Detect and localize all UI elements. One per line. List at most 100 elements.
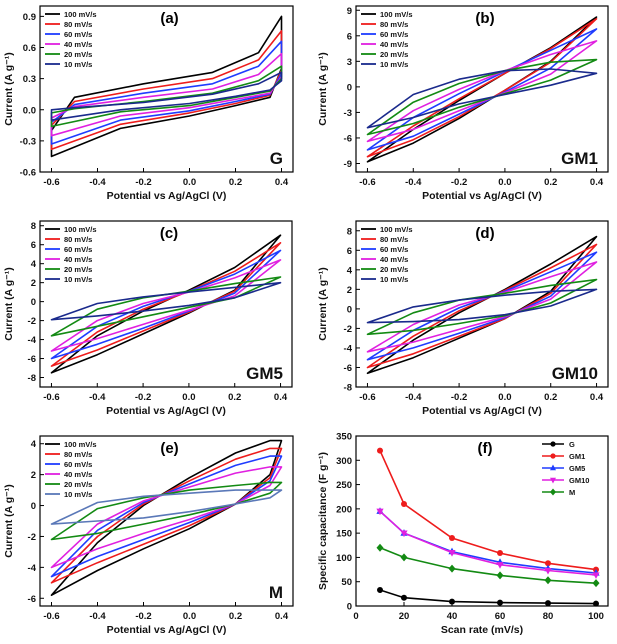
y-axis-label: Current (A g⁻¹): [317, 267, 329, 340]
y-tick-label: -2: [28, 316, 36, 327]
y-tick-label: 2: [347, 285, 352, 296]
x-tick-label: -0.6: [43, 177, 59, 188]
legend-label: 20 mV/s: [380, 265, 408, 274]
y-tick-label: -6: [344, 363, 352, 374]
x-tick-label: 0.2: [229, 611, 242, 622]
legend-label: 40 mV/s: [64, 470, 92, 479]
y-tick-label: -4: [344, 343, 353, 354]
x-tick-label: -0.2: [135, 611, 151, 622]
y-tick-label: -0.3: [20, 136, 36, 147]
plot-frame: [355, 220, 609, 388]
x-tick-label: 40: [447, 611, 458, 622]
y-tick-label: 0: [347, 304, 352, 315]
legend-marker: [550, 464, 556, 471]
cv-loop: [50, 259, 282, 352]
x-tick-label: -0.2: [451, 177, 467, 188]
x-tick-label: 0.0: [498, 177, 511, 188]
sample-label: G: [270, 149, 283, 168]
panel-d: -0.6 -0.4 -0.2 0.0 0.2 0.4 -8 -6 -4 -2 0 2 4 6 8 Potent…: [317, 220, 609, 417]
x-axis-label: Potential vs Ag/AgCl (V): [106, 405, 226, 417]
plot-frame: [39, 435, 294, 607]
y-tick-label: 9: [347, 6, 352, 17]
x-axis-label: Potential vs Ag/AgCl (V): [422, 190, 542, 202]
legend-label: 100 mV/s: [380, 225, 413, 234]
y-tick-label: 6: [31, 240, 36, 251]
cv-loop: [366, 16, 598, 163]
y-tick-label: 350: [336, 432, 352, 443]
data-point: [377, 447, 383, 454]
cv-loop: [366, 28, 598, 151]
legend-label: 100 mV/s: [380, 10, 413, 19]
y-tick-label: -4: [28, 335, 37, 346]
sample-label: GM5: [246, 364, 283, 383]
series-line: [379, 510, 597, 576]
panel-title: (c): [160, 225, 178, 242]
legend-label: 10 mV/s: [380, 60, 408, 69]
cv-loop: [50, 489, 283, 525]
y-axis-label: Current (A g⁻¹): [3, 484, 15, 557]
legend-label: 20 mV/s: [64, 265, 92, 274]
data-point: [592, 579, 600, 588]
data-point: [400, 553, 408, 562]
x-tick-label: -0.6: [43, 611, 59, 622]
panel-title: (a): [160, 10, 178, 27]
data-point: [401, 501, 407, 507]
cv-loop: [366, 251, 598, 361]
cv-loop: [366, 278, 598, 336]
y-tick-label: 250: [336, 480, 352, 491]
x-tick-label: -0.4: [89, 177, 106, 188]
x-tick-label: 0.4: [274, 392, 288, 403]
y-tick-label: -2: [344, 324, 352, 335]
cv-loop: [50, 447, 283, 584]
x-tick-label: -0.2: [135, 392, 151, 403]
cv-loop: [50, 466, 283, 569]
panel-c: -0.6 -0.4 -0.2 0.0 0.2 0.4 -8 -6 -4 -2 0 2 4 6 8 Potent…: [3, 220, 293, 417]
x-tick-label: 0.4: [590, 177, 604, 188]
series-line: [379, 589, 597, 605]
panel-f: 0 20 40 60 80 100 0 50 100 150 200 250 300 350 Scan ra…: [317, 432, 609, 636]
legend-label: 20 mV/s: [64, 480, 92, 489]
y-tick-label: -9: [344, 159, 352, 170]
x-tick-label: 60: [495, 611, 506, 622]
y-tick-label: 2: [31, 470, 36, 481]
x-tick-label: 0.0: [183, 611, 196, 622]
y-tick-label: 0.9: [23, 12, 36, 23]
cv-loop: [50, 276, 282, 337]
legend-label: GM5: [569, 464, 585, 473]
plot-frame: [355, 435, 609, 607]
legend-label: 80 mV/s: [380, 235, 408, 244]
cv-loop: [366, 243, 598, 369]
legend-label: 40 mV/s: [64, 255, 92, 264]
x-tick-label: -0.4: [89, 392, 106, 403]
legend-label: M: [569, 488, 575, 497]
y-tick-label: -8: [344, 383, 352, 394]
y-tick-label: 50: [341, 577, 352, 588]
x-tick-label: -0.6: [359, 177, 375, 188]
y-tick-label: 2: [31, 278, 36, 289]
x-tick-label: -0.6: [359, 392, 375, 403]
x-tick-label: 0.2: [544, 392, 557, 403]
legend-label: 10 mV/s: [380, 275, 408, 284]
legend-label: 20 mV/s: [380, 50, 408, 59]
legend-label: 60 mV/s: [380, 245, 408, 254]
x-tick-label: 0: [353, 611, 358, 622]
x-axis-label: Scan rate (mV/s): [441, 624, 523, 636]
x-tick-label: 0.0: [183, 177, 196, 188]
y-tick-label: 0: [347, 82, 352, 93]
legend-label: 40 mV/s: [64, 40, 92, 49]
x-tick-label: 100: [588, 611, 604, 622]
panel-b: -0.6 -0.4 -0.2 0.0 0.2 0.4 -9 -6 -3 0 3 6 9 Potential…: [317, 5, 609, 202]
y-tick-label: 6: [347, 31, 352, 42]
legend-label: 80 mV/s: [64, 450, 92, 459]
x-tick-label: 0.4: [275, 611, 289, 622]
x-tick-label: -0.2: [451, 392, 467, 403]
series-line: [379, 450, 597, 571]
x-tick-label: -0.2: [135, 177, 151, 188]
plot-frame: [39, 220, 293, 388]
legend-label: 40 mV/s: [380, 255, 408, 264]
data-point: [545, 600, 551, 607]
panel-title: (f): [478, 440, 493, 457]
panel-e: -0.6 -0.4 -0.2 0.0 0.2 0.4 -6 -4 -2 0 2 4 Potential …: [3, 435, 294, 636]
cv-loop: [50, 439, 283, 597]
